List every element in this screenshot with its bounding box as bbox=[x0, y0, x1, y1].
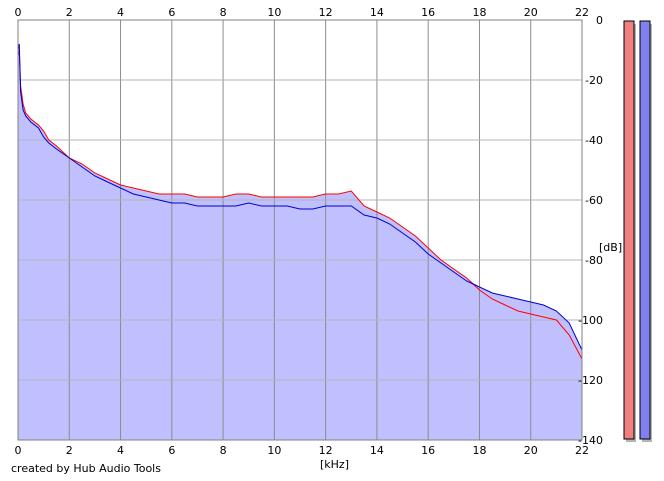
x-tick-label-bottom: 8 bbox=[220, 444, 227, 457]
y-tick-label: -100 bbox=[578, 314, 603, 327]
x-tick-label-bottom: 14 bbox=[370, 444, 384, 457]
spectrum-area bbox=[18, 44, 582, 440]
x-tick-label-bottom: 6 bbox=[168, 444, 175, 457]
series-layer bbox=[17, 43, 583, 360]
x-tick-label-top: 12 bbox=[319, 6, 333, 19]
x-tick-label-top: 6 bbox=[168, 6, 175, 19]
credit-text: created by Hub Audio Tools bbox=[11, 462, 161, 475]
level-meters bbox=[623, 20, 652, 442]
spectrum-fill-layer bbox=[18, 44, 582, 440]
x-tick-label-bottom: 4 bbox=[117, 444, 124, 457]
x-tick-label-bottom: 22 bbox=[575, 444, 589, 457]
y-tick-label: -60 bbox=[585, 194, 603, 207]
level-meter-bar bbox=[639, 20, 651, 440]
x-tick-label-bottom: 18 bbox=[472, 444, 486, 457]
x-tick-label-top: 22 bbox=[575, 6, 589, 19]
level-meter-bar bbox=[623, 20, 635, 440]
plot-frame bbox=[17, 19, 583, 441]
x-ticks-bottom: 0 2 4 6 8 10 12 14 16 18 20 22 bbox=[15, 444, 590, 457]
grid-layer bbox=[17, 19, 583, 441]
x-tick-label-bottom: 16 bbox=[421, 444, 435, 457]
y-axis-label: [dB] bbox=[599, 241, 622, 254]
y-ticks: 0 -20 -40 -60 -80 -100 -120 -140 bbox=[578, 14, 603, 447]
x-tick-label-bottom: 2 bbox=[66, 444, 73, 457]
x-tick-label-top: 0 bbox=[15, 6, 22, 19]
x-tick-label-top: 20 bbox=[524, 6, 538, 19]
x-tick-label-top: 14 bbox=[370, 6, 384, 19]
x-tick-label-top: 10 bbox=[267, 6, 281, 19]
x-tick-label-top: 16 bbox=[421, 6, 435, 19]
y-tick-label: -140 bbox=[578, 434, 603, 447]
y-tick-label: -40 bbox=[585, 134, 603, 147]
y-tick-label: -20 bbox=[585, 74, 603, 87]
series-line-2 bbox=[17, 43, 583, 351]
series-line-1 bbox=[17, 49, 583, 360]
y-tick-label: -120 bbox=[578, 374, 603, 387]
x-tick-label-top: 2 bbox=[66, 6, 73, 19]
x-tick-label-bottom: 10 bbox=[267, 444, 281, 457]
y-tick-label: 0 bbox=[596, 14, 603, 27]
x-tick-label-top: 8 bbox=[220, 6, 227, 19]
x-tick-label-top: 18 bbox=[472, 6, 486, 19]
x-tick-label-bottom: 0 bbox=[15, 444, 22, 457]
x-tick-label-bottom: 12 bbox=[319, 444, 333, 457]
y-tick-label: -80 bbox=[585, 254, 603, 267]
x-tick-label-top: 4 bbox=[117, 6, 124, 19]
x-tick-label-bottom: 20 bbox=[524, 444, 538, 457]
x-ticks-top: 0 2 4 6 8 10 12 14 16 18 20 22 bbox=[15, 6, 590, 19]
x-axis-label: [kHz] bbox=[320, 458, 349, 471]
